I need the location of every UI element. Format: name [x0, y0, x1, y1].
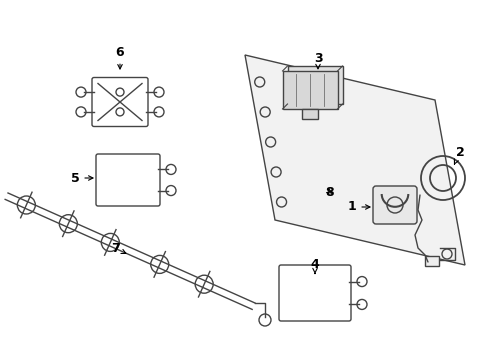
- Polygon shape: [245, 55, 465, 265]
- Bar: [302, 109, 318, 119]
- FancyBboxPatch shape: [96, 154, 160, 206]
- FancyBboxPatch shape: [373, 186, 417, 224]
- Text: 5: 5: [71, 171, 93, 184]
- Text: 3: 3: [314, 51, 322, 69]
- Bar: [283, 71, 338, 109]
- Text: 8: 8: [326, 185, 334, 198]
- Text: 1: 1: [347, 201, 370, 213]
- Text: 4: 4: [311, 257, 319, 273]
- Text: 2: 2: [454, 145, 465, 164]
- Text: 7: 7: [111, 242, 126, 255]
- FancyBboxPatch shape: [92, 77, 148, 126]
- FancyBboxPatch shape: [279, 265, 351, 321]
- Text: 6: 6: [116, 45, 124, 69]
- Bar: [288, 66, 343, 104]
- Bar: [425, 256, 439, 266]
